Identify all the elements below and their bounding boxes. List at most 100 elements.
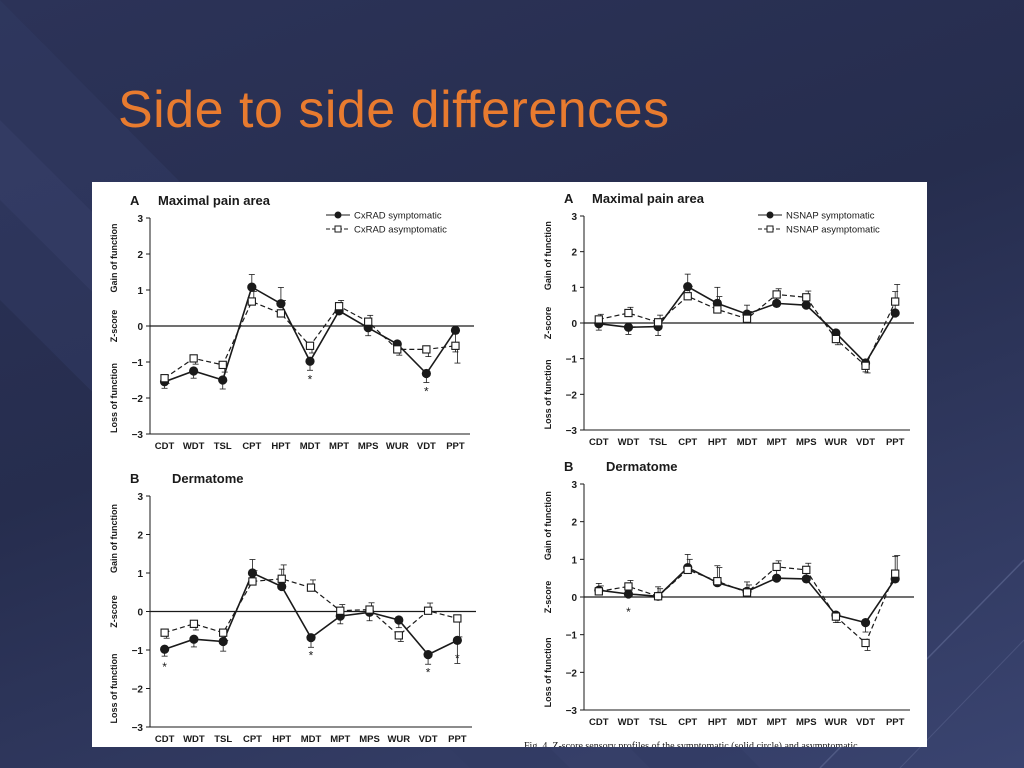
- x-tick-label: MPT: [330, 734, 350, 745]
- series-asymptomatic: [594, 555, 901, 651]
- data-point: [421, 368, 431, 379]
- x-tick-label: TSL: [214, 441, 232, 452]
- y-tick-label: 3: [137, 214, 143, 225]
- x-tick-label: WDT: [618, 437, 640, 448]
- x-tick-label: MDT: [301, 734, 322, 745]
- chart-panel-4: B Dermatome 3 2 1 0 −1 −2 −3 Gain of function Z-sc…: [543, 459, 914, 728]
- y-label-gain: Gain of function: [543, 221, 553, 290]
- y-tick-label: 0: [137, 322, 143, 333]
- x-tick-label: WUR: [825, 437, 848, 448]
- y-tick-label: −2: [566, 390, 578, 401]
- data-point: [450, 325, 461, 335]
- data-point: [801, 574, 811, 584]
- x-tick-label: MDT: [300, 441, 321, 452]
- x-tick-label: WUR: [387, 734, 410, 745]
- legend-marker: [766, 225, 774, 233]
- x-tick-label: MPS: [358, 441, 379, 452]
- x-tick-label: HPT: [708, 717, 727, 728]
- legend-marker: [766, 211, 774, 219]
- y-tick-label: −1: [132, 646, 144, 657]
- data-point: [860, 618, 871, 628]
- data-point: [247, 568, 258, 578]
- data-point: [276, 309, 286, 318]
- data-point: [218, 636, 228, 647]
- x-tick-label: PPT: [886, 437, 905, 448]
- data-point: [801, 300, 811, 310]
- data-point: [772, 562, 781, 572]
- y-tick-label: 1: [571, 555, 577, 566]
- data-point: [831, 612, 841, 621]
- data-point: [861, 638, 870, 648]
- y-label-gain: Gain of function: [109, 504, 119, 573]
- x-tick-label: MPS: [359, 734, 380, 745]
- x-tick-label: MPT: [329, 441, 349, 452]
- series-line: [598, 566, 896, 644]
- significance-mark: *: [424, 385, 429, 399]
- data-point: [594, 315, 603, 324]
- significance-mark: *: [308, 372, 313, 386]
- data-point: [802, 565, 811, 575]
- data-point: [306, 633, 316, 643]
- figure-panel: A Maximal pain area 3 2 1 0 −1 −2 −3 Gain of func…: [92, 182, 927, 747]
- legend: NSNAP symptomatic NSNAP asymptomatic: [758, 211, 880, 236]
- data-point: [247, 297, 256, 306]
- y-label-loss: Loss of function: [109, 363, 119, 433]
- data-point: [394, 631, 403, 640]
- series-asymptomatic: [160, 291, 461, 384]
- data-point: [423, 606, 433, 615]
- data-point: [394, 615, 404, 625]
- chart-panel-3: A Maximal pain area 3 2 1 0 −1 −2 −3 Gain of func…: [543, 191, 914, 448]
- x-tick-label: CDT: [155, 734, 175, 745]
- y-label-gain: Gain of function: [543, 491, 553, 560]
- data-point: [772, 298, 782, 308]
- chart-panel-1: A Maximal pain area 3 2 1 0 −1 −2 −3 Gain of func…: [109, 193, 474, 452]
- y-tick-label: 0: [571, 593, 577, 604]
- data-point: [742, 588, 752, 597]
- data-point: [336, 606, 345, 615]
- data-point: [742, 314, 752, 323]
- y-label-zscore: Z-score: [543, 581, 553, 614]
- data-point: [277, 581, 287, 592]
- data-point: [891, 569, 900, 578]
- panel-letter: A: [564, 191, 574, 206]
- figure-caption: Fig. 4. Z-score sensory profiles of the …: [524, 741, 858, 747]
- y-tick-label: −2: [566, 668, 578, 679]
- panel-title: Maximal pain area: [592, 191, 705, 206]
- figure-charts: A Maximal pain area 3 2 1 0 −1 −2 −3 Gain of func…: [109, 191, 914, 747]
- panel-letter: B: [564, 459, 573, 474]
- y-tick-label: −1: [566, 355, 578, 366]
- x-tick-label: VDT: [417, 441, 436, 452]
- data-point: [218, 360, 227, 370]
- data-point: [891, 297, 900, 306]
- data-point: [248, 577, 257, 586]
- legend-label: CxRAD symptomatic: [354, 211, 442, 222]
- legend-marker: [334, 211, 342, 219]
- x-tick-label: VDT: [856, 717, 875, 728]
- data-point: [452, 635, 462, 645]
- x-tick-label: PPT: [886, 717, 905, 728]
- significance-mark: *: [162, 660, 167, 674]
- data-point: [713, 577, 722, 586]
- data-point: [277, 574, 286, 583]
- data-point: [189, 634, 199, 644]
- x-tick-label: CPT: [243, 734, 262, 745]
- data-point: [653, 318, 663, 327]
- x-tick-label: VDT: [419, 734, 438, 745]
- legend-label: CxRAD asymptomatic: [354, 225, 447, 236]
- data-point: [365, 605, 374, 614]
- x-tick-label: HPT: [708, 437, 727, 448]
- data-point: [890, 308, 900, 318]
- y-tick-label: −3: [566, 426, 578, 437]
- y-tick-label: −1: [132, 358, 144, 369]
- x-tick-label: VDT: [856, 437, 875, 448]
- x-tick-label: MDT: [737, 437, 758, 448]
- x-tick-label: MPS: [796, 437, 817, 448]
- y-tick-label: −3: [132, 723, 144, 734]
- data-point: [305, 356, 315, 366]
- data-point: [623, 589, 634, 599]
- y-tick-label: 1: [571, 283, 577, 294]
- data-point: [713, 305, 722, 314]
- x-tick-label: WUR: [386, 441, 409, 452]
- data-point: [393, 345, 402, 354]
- y-label-gain: Gain of function: [109, 224, 119, 293]
